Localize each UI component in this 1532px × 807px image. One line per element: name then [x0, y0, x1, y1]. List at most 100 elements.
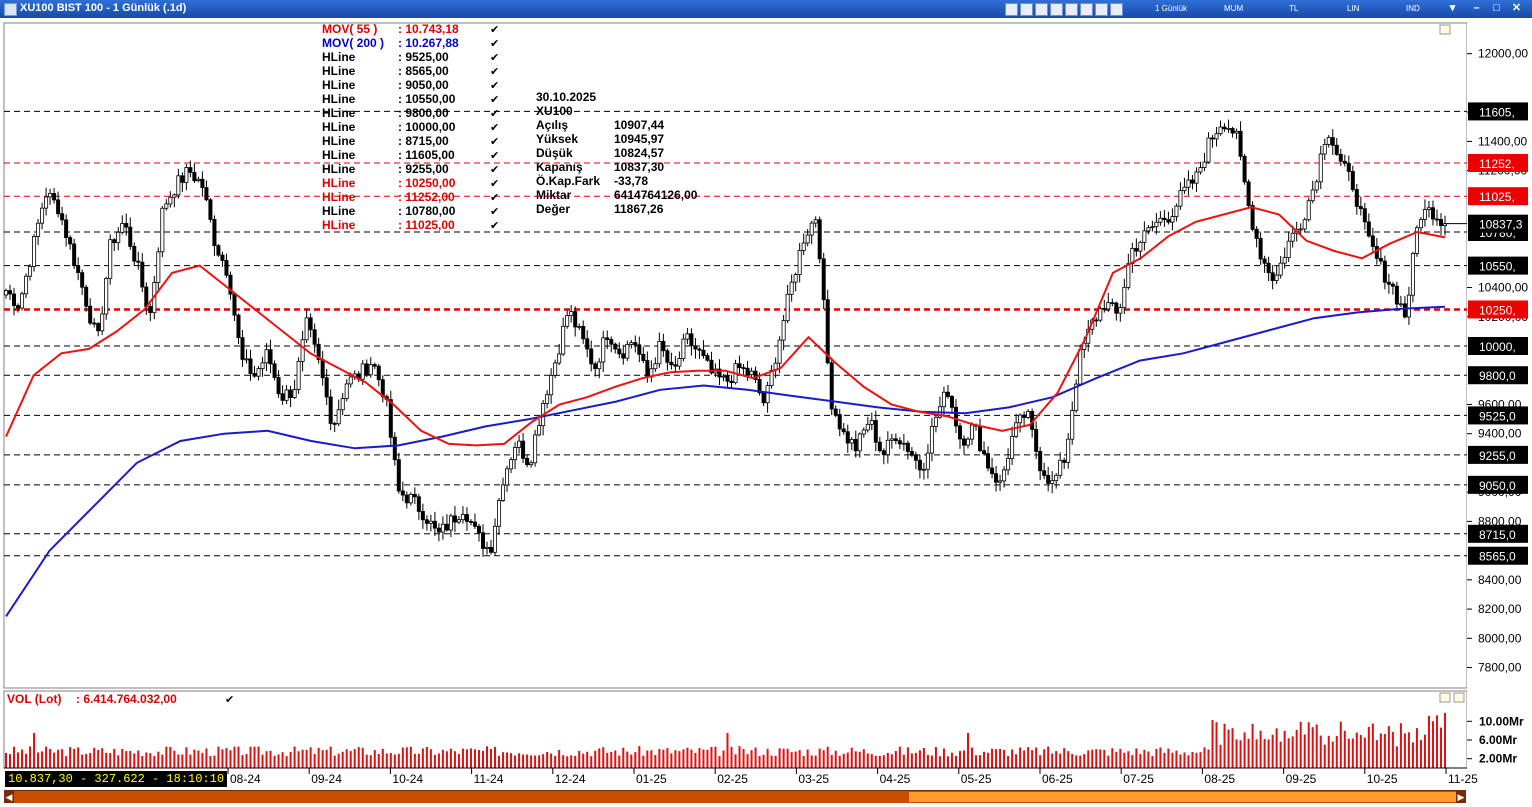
volume-bar[interactable] — [610, 751, 613, 768]
candle[interactable] — [432, 520, 437, 529]
candle[interactable] — [601, 337, 606, 363]
candle[interactable] — [176, 175, 181, 196]
volume-bar[interactable] — [638, 746, 641, 768]
volume-bar[interactable] — [766, 748, 769, 768]
candle[interactable] — [1362, 208, 1367, 223]
volume-bar[interactable] — [465, 749, 468, 768]
volume-bar[interactable] — [81, 754, 84, 768]
candle[interactable] — [296, 360, 301, 390]
volume-bar[interactable] — [1099, 749, 1102, 768]
candle[interactable] — [1322, 144, 1327, 155]
volume-bar[interactable] — [433, 754, 436, 768]
candle[interactable] — [40, 207, 45, 224]
candle[interactable] — [957, 425, 962, 440]
candle[interactable] — [697, 348, 702, 351]
volume-bar[interactable] — [890, 754, 893, 768]
candle[interactable] — [837, 414, 842, 430]
candle[interactable] — [925, 452, 930, 470]
candle[interactable] — [1150, 226, 1155, 229]
volume-bar[interactable] — [289, 751, 292, 768]
candle[interactable] — [128, 226, 133, 247]
candle[interactable] — [557, 353, 562, 364]
volume-bar[interactable] — [566, 756, 569, 768]
candle[interactable] — [497, 500, 502, 527]
candle[interactable] — [745, 367, 750, 376]
volume-bar[interactable] — [237, 746, 240, 768]
volume-bar[interactable] — [1363, 737, 1366, 768]
candle[interactable] — [1370, 235, 1375, 247]
candle[interactable] — [424, 519, 429, 524]
volume-bar[interactable] — [826, 746, 829, 768]
candle[interactable] — [990, 467, 995, 475]
volume-bar[interactable] — [718, 756, 721, 768]
candle[interactable] — [48, 193, 53, 198]
candle[interactable] — [1186, 179, 1191, 188]
volume-bar[interactable] — [1115, 751, 1118, 768]
volume-bar[interactable] — [449, 748, 452, 768]
volume-bar[interactable] — [1027, 747, 1030, 768]
volume-close-icon[interactable] — [1453, 692, 1465, 703]
candle[interactable] — [525, 457, 530, 466]
candle[interactable] — [593, 363, 598, 370]
volume-bar[interactable] — [554, 755, 557, 768]
candle[interactable] — [625, 344, 630, 359]
candle[interactable] — [1106, 302, 1111, 310]
candle[interactable] — [236, 314, 241, 339]
volume-bar[interactable] — [1051, 753, 1054, 768]
candle[interactable] — [545, 394, 550, 404]
candle[interactable] — [1430, 207, 1435, 220]
candle[interactable] — [1302, 219, 1307, 230]
volume-bar[interactable] — [393, 754, 396, 768]
volume-bar[interactable] — [750, 750, 753, 768]
candle[interactable] — [308, 317, 313, 331]
volume-bar[interactable] — [1147, 751, 1150, 768]
volume-bar[interactable] — [57, 749, 60, 768]
volume-bar[interactable] — [734, 754, 737, 768]
volume-bar[interactable] — [714, 746, 717, 768]
volume-bar[interactable] — [886, 752, 889, 768]
candle[interactable] — [244, 358, 249, 361]
volume-bar[interactable] — [602, 747, 605, 768]
volume-bar[interactable] — [746, 754, 749, 768]
volume-bar[interactable] — [1103, 749, 1106, 768]
candle[interactable] — [885, 439, 890, 456]
candle[interactable] — [44, 196, 49, 209]
volume-bar[interactable] — [1291, 736, 1294, 768]
candle[interactable] — [208, 199, 213, 220]
candle[interactable] — [160, 207, 165, 253]
volume-bar[interactable] — [101, 748, 104, 768]
candle[interactable] — [280, 393, 285, 401]
candle[interactable] — [994, 473, 999, 483]
candle[interactable] — [781, 320, 786, 341]
volume-bar[interactable] — [173, 750, 176, 768]
candle[interactable] — [517, 440, 522, 448]
candle[interactable] — [404, 494, 409, 504]
volume-bar[interactable] — [189, 754, 192, 768]
candle[interactable] — [1422, 209, 1427, 220]
candle[interactable] — [533, 434, 538, 464]
volume-bar[interactable] — [241, 755, 244, 768]
candle[interactable] — [292, 389, 297, 398]
volume-bar[interactable] — [93, 747, 96, 768]
volume-bar[interactable] — [357, 747, 360, 768]
volume-bar[interactable] — [265, 751, 268, 768]
candle[interactable] — [268, 349, 273, 365]
candle[interactable] — [585, 338, 590, 350]
candle[interactable] — [76, 265, 81, 274]
volume-bar[interactable] — [967, 733, 970, 768]
candle[interactable] — [669, 361, 674, 366]
candle[interactable] — [817, 219, 822, 260]
volume-bar[interactable] — [546, 752, 549, 768]
volume-bar[interactable] — [946, 756, 949, 768]
candle[interactable] — [1238, 130, 1243, 157]
volume-bar[interactable] — [518, 753, 521, 768]
volume-bar[interactable] — [297, 751, 300, 768]
candle[interactable] — [372, 364, 377, 367]
candle[interactable] — [20, 293, 25, 309]
minimize-icon[interactable]: – — [1473, 2, 1480, 14]
volume-bar[interactable] — [197, 750, 200, 768]
candle[interactable] — [1282, 257, 1287, 264]
volume-bar[interactable] — [1059, 753, 1062, 768]
volume-bar[interactable] — [702, 749, 705, 768]
candle[interactable] — [1038, 450, 1043, 472]
